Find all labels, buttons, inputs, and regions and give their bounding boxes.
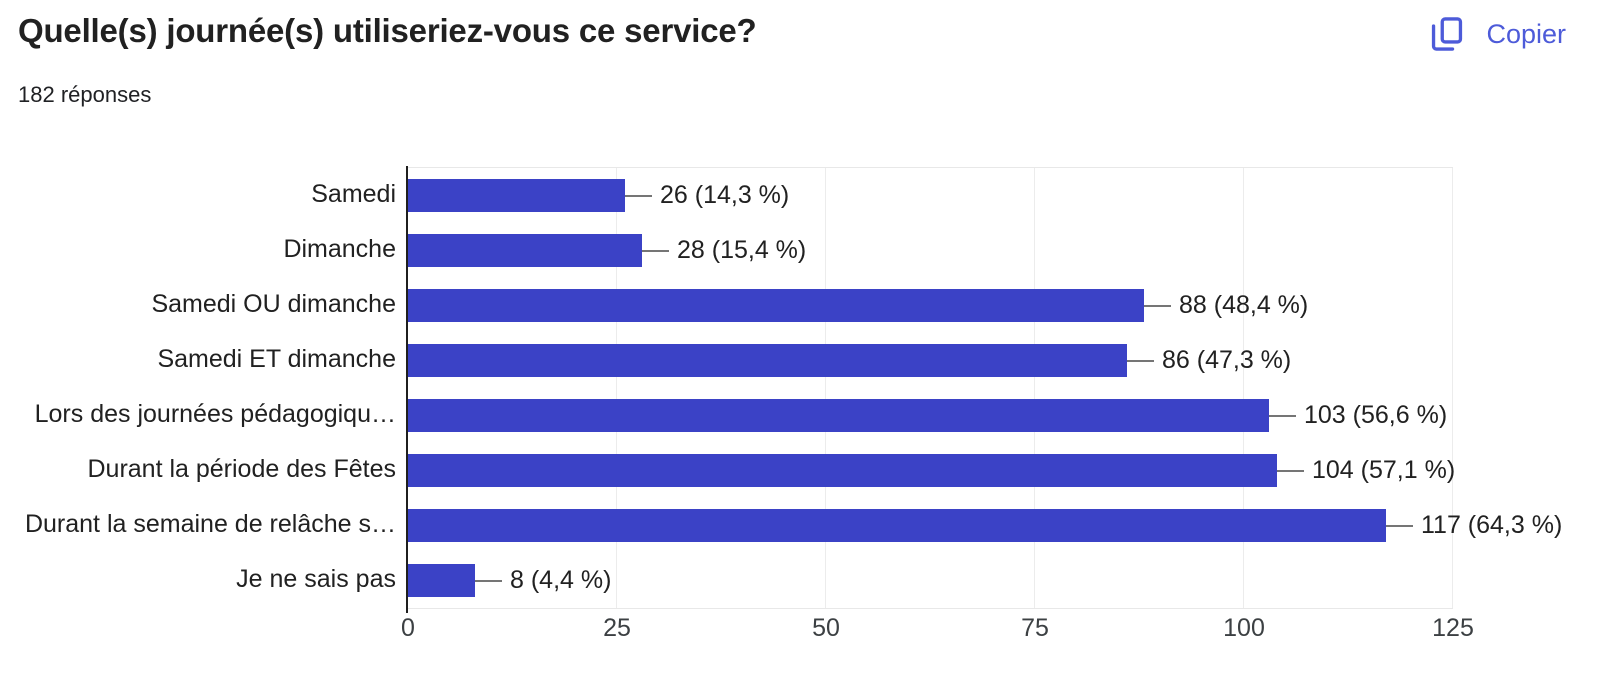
category-label: Durant la semaine de relâche s… [24,510,396,538]
leader-line [1144,304,1171,307]
category-label: Samedi OU dimanche [151,290,396,318]
bar-2[interactable] [408,289,1144,322]
leader-line [1127,359,1154,362]
gridline-25 [616,168,617,608]
bar-3[interactable] [408,344,1127,377]
gridline-125 [1452,168,1453,608]
bar-row: 103 (56,6 %) [408,388,1453,443]
value-label: 26 (14,3 %) [660,181,790,209]
bar-7[interactable] [408,564,475,597]
leader-line [1386,524,1413,527]
bar-row: 28 (15,4 %) [408,223,1453,278]
value-label: 88 (48,4 %) [1179,291,1309,319]
copy-button-label: Copier [1486,18,1566,49]
leader-line [642,249,669,252]
bar-row: 86 (47,3 %) [408,333,1453,388]
bar-6[interactable] [408,509,1386,542]
x-tick-label-0: 0 [401,614,415,642]
gridline-50 [825,168,826,608]
bar-row: 26 (14,3 %) [408,168,1453,223]
x-tick-label-75: 75 [1021,614,1049,642]
bar-row: 88 (48,4 %) [408,278,1453,333]
bar-row: 104 (57,1 %) [408,443,1456,498]
category-label: Dimanche [283,235,396,263]
category-labels: Samedi Dimanche Samedi OU dimanche Samedi E… [0,167,396,607]
gridline-100 [1243,168,1244,608]
plot-area: 26 (14,3 %) 28 (15,4 %) 88 (48,4 %) 86 (47,… [408,167,1562,609]
value-label: 103 (56,6 %) [1304,401,1448,429]
leader-line [1269,414,1296,417]
leader-line [625,194,652,197]
copy-icon [1428,14,1466,54]
bar-5[interactable] [408,454,1277,487]
x-tick-label-100: 100 [1223,614,1265,642]
leader-line [1277,469,1304,472]
value-label: 117 (64,3 %) [1421,511,1563,539]
page-title: Quelle(s) journée(s) utiliseriez-vous ce… [18,12,757,49]
gridline-75 [1034,168,1035,608]
bar-1[interactable] [408,234,642,267]
responses-count: 182 réponses [18,82,152,107]
value-label: 28 (15,4 %) [677,236,807,264]
category-label: Durant la période des Fêtes [87,455,396,483]
category-label: Lors des journées pédagogiqu… [34,400,396,428]
bar-row: 117 (64,3 %) [408,498,1562,553]
bar-row: 8 (4,4 %) [408,553,1453,608]
leader-line [475,579,502,582]
value-label: 104 (57,1 %) [1312,456,1456,484]
x-axis-ticks: 0 25 50 75 100 125 [401,614,1474,648]
x-tick-label-125: 125 [1432,614,1474,642]
y-axis-line [406,166,408,613]
category-label: Samedi [311,180,396,208]
value-label: 8 (4,4 %) [510,566,612,594]
bar-4[interactable] [408,399,1269,432]
value-label: 86 (47,3 %) [1162,346,1292,374]
category-label: Samedi ET dimanche [157,345,396,373]
x-tick-label-50: 50 [812,614,840,642]
x-tick-label-25: 25 [603,614,631,642]
copy-button[interactable]: Copier [1422,10,1572,58]
bar-0[interactable] [408,179,625,212]
category-label: Je ne sais pas [236,565,396,593]
